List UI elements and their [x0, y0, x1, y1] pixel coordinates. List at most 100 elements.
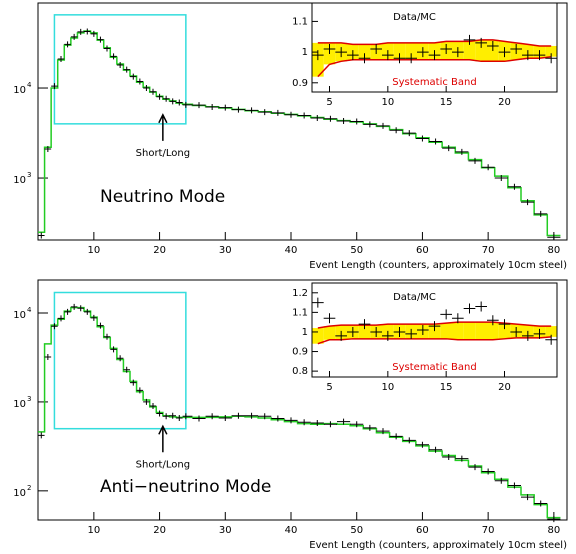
data-point	[97, 322, 104, 329]
data-point	[402, 130, 416, 137]
ratio-point	[440, 44, 452, 55]
mode-label: Neutrino Mode	[100, 187, 225, 207]
data-point	[123, 366, 130, 373]
inset-x-tick-label: 10	[381, 382, 394, 393]
inset-y-tick-label: 0.9	[292, 347, 308, 358]
data-point	[284, 417, 298, 424]
ratio-point	[347, 326, 359, 337]
data-point	[271, 415, 285, 422]
data-point	[64, 308, 71, 315]
ratio-point	[522, 50, 534, 61]
data-point	[363, 121, 377, 128]
y-tick-exponent: 3	[27, 171, 31, 179]
data-point	[143, 398, 150, 405]
systematic-band	[498, 323, 511, 339]
data-point	[130, 73, 137, 80]
region-box	[53, 291, 187, 430]
data-point	[218, 104, 232, 111]
ratio-point	[428, 321, 441, 332]
data-point	[350, 118, 364, 125]
data-point	[350, 421, 364, 428]
inset-y-tick-label: 1.1	[292, 16, 308, 27]
data-point	[534, 500, 548, 507]
data-point	[169, 98, 176, 105]
ratio-point	[475, 37, 487, 48]
data-point	[182, 101, 193, 108]
systematic-band	[312, 328, 324, 344]
y-tick-exponent: 2	[27, 484, 31, 492]
ratio-point	[533, 50, 546, 61]
data-point	[110, 53, 117, 60]
inset-x-tick-label: 15	[440, 382, 453, 393]
inset-y-tick-label: 0.9	[292, 78, 308, 89]
data-point	[547, 516, 561, 523]
annotation-label: Short/Long	[136, 148, 190, 159]
data-point	[44, 354, 52, 360]
data-point	[90, 314, 98, 321]
y-tick-label: 10	[13, 85, 26, 96]
ratio-point	[323, 44, 336, 55]
inset-y-tick-label: 1.1	[292, 307, 308, 318]
inset-x-tick-label: 5	[326, 97, 332, 108]
data-point	[182, 413, 193, 420]
data-point	[376, 428, 390, 435]
data-point	[323, 421, 337, 428]
systematic-band	[475, 39, 487, 62]
systematic-band	[393, 42, 406, 60]
y-tick-exponent: 4	[27, 81, 32, 89]
data-point	[442, 145, 456, 152]
data-point	[103, 45, 111, 52]
ratio-point	[393, 53, 406, 64]
ratio-point	[510, 326, 522, 337]
plot-frame	[37, 279, 568, 521]
data-point	[110, 346, 117, 353]
data-point	[57, 56, 65, 63]
y-tick-exponent: 3	[27, 395, 31, 403]
y-tick-exponent: 4	[27, 306, 32, 314]
data-point	[231, 106, 245, 113]
ratio-point	[545, 53, 557, 64]
data-point	[156, 410, 163, 417]
y-tick-label: 10	[13, 399, 26, 410]
ratio-point	[545, 334, 557, 345]
data-point	[468, 464, 482, 471]
x-tick-label: 30	[219, 525, 232, 536]
ratio-point	[522, 330, 534, 341]
data-point	[176, 414, 183, 421]
x-axis-label: Event Length (counters, approximately 10…	[309, 260, 567, 271]
mode-label: Anti−neutrino Mode	[100, 477, 271, 497]
inset-band-label: Systematic Band	[392, 77, 476, 88]
data-point	[149, 88, 157, 95]
plot-frame	[37, 2, 568, 241]
x-tick-label: 40	[285, 525, 298, 536]
data-point	[231, 412, 245, 419]
ratio-point	[487, 315, 499, 326]
data-point	[389, 127, 403, 134]
data-point	[258, 109, 272, 116]
x-tick-label: 30	[219, 245, 232, 256]
data-point	[90, 30, 98, 37]
data-point	[468, 157, 482, 164]
data-point	[245, 107, 259, 114]
inset-frame	[311, 282, 558, 378]
x-tick-label: 10	[87, 525, 100, 536]
data-point	[363, 424, 377, 431]
ratio-point	[347, 50, 359, 61]
ratio-point	[335, 330, 347, 341]
data-point	[218, 414, 232, 421]
y-tick-label: 10	[13, 488, 26, 499]
systematic-band	[463, 41, 476, 60]
data-point	[57, 315, 65, 322]
data-point	[429, 138, 443, 145]
data-point	[521, 494, 535, 501]
data-point	[323, 115, 337, 122]
data-point	[271, 109, 285, 116]
systematic-band	[440, 323, 452, 339]
data-point	[481, 164, 495, 171]
inset-y-tick-label: 1	[302, 47, 308, 58]
ratio-point	[358, 53, 371, 64]
inset-title: Data/MC	[393, 12, 436, 23]
systematic-band	[358, 44, 371, 60]
data-point	[337, 418, 351, 425]
data-point	[205, 104, 219, 111]
